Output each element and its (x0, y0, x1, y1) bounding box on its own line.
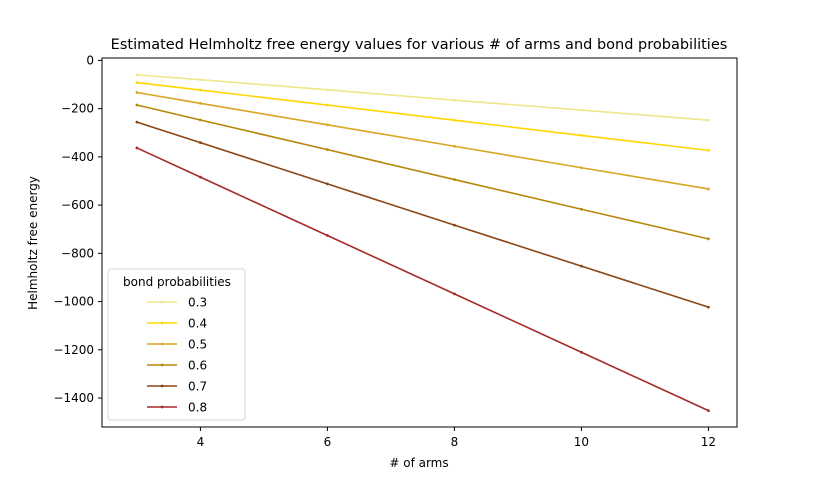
legend-marker-0.7 (160, 384, 164, 388)
y-tick-label--1200: −1200 (53, 343, 94, 357)
series-line-0.7 (136, 121, 709, 308)
y-tick-label--800: −800 (61, 246, 94, 260)
data-point-0.5-12 (707, 187, 710, 191)
legend-label-0.6: 0.6 (188, 359, 207, 373)
legend-entries: 0.3 0.4 0.5 0.6 0.7 0.8 (147, 296, 207, 415)
data-point-0.8-6 (326, 234, 329, 237)
data-point-0.5-4 (199, 101, 202, 105)
series-line-0.3 (136, 74, 709, 122)
data-point-0.7-4 (199, 141, 202, 145)
data-point-0.3-10 (580, 108, 583, 112)
data-point-0.5-10 (580, 166, 583, 170)
data-point-0.8-12 (707, 409, 710, 412)
data-point-0.4-10 (580, 134, 583, 137)
y-tick-label--200: −200 (61, 102, 94, 116)
y-tick-label--1400: −1400 (53, 391, 94, 405)
data-point-0.8-4 (199, 175, 202, 179)
legend-marker-0.8 (160, 405, 164, 409)
data-point-0.4-8 (453, 118, 456, 122)
data-point-0.7-8 (453, 223, 456, 227)
y-tick-label--400: −400 (61, 150, 94, 164)
chart-title: Estimated Helmholtz free energy values f… (111, 37, 728, 53)
data-point-0.4-6 (326, 103, 329, 107)
data-point-0.7-12 (707, 305, 710, 309)
legend-label-0.5: 0.5 (188, 338, 207, 352)
y-axis-label: Helmholtz free energy (26, 176, 40, 310)
series-line-0.8 (136, 147, 709, 412)
data-point-0.6-8 (453, 178, 456, 181)
legend-label-0.4: 0.4 (188, 317, 207, 331)
legend-label-0.3: 0.3 (188, 296, 207, 310)
legend-title: bond probabilities (123, 275, 231, 289)
data-point-0.5-6 (326, 123, 329, 127)
data-point-0.8-3 (135, 146, 139, 150)
x-tick-label-10: 10 (574, 435, 589, 449)
legend-marker-0.6 (160, 363, 164, 367)
data-point-0.6-12 (707, 237, 710, 241)
series-line-0.6 (136, 104, 709, 240)
y-tick-label-0: 0 (86, 53, 94, 67)
x-axis-label: # of arms (389, 456, 448, 470)
legend-marker-0.3 (160, 300, 164, 304)
data-point-0.7-10 (580, 264, 583, 268)
data-point-0.7-3 (135, 120, 139, 124)
x-tick-label-8: 8 (451, 435, 459, 449)
data-point-0.5-3 (135, 91, 139, 94)
legend: bond probabilities 0.3 0.4 0.5 0.6 0.7 0.8 (107, 268, 246, 421)
plot-frame (101, 57, 738, 428)
data-point-0.4-3 (135, 81, 139, 84)
data-point-0.8-8 (453, 292, 456, 296)
series-line-0.5 (136, 91, 709, 190)
data-point-0.3-6 (326, 88, 329, 92)
x-tick-label-6: 6 (324, 435, 332, 449)
data-point-0.4-4 (199, 88, 202, 92)
legend-label-0.7: 0.7 (188, 380, 207, 394)
lines-layer (135, 73, 710, 412)
axes-layer: 4 6 8 10 12 0 −200 −400 −600 −800 −1000 −1200 −1400 (53, 53, 738, 449)
data-point-0.8-10 (580, 350, 583, 354)
data-point-0.6-10 (580, 207, 583, 211)
data-point-0.3-4 (199, 78, 202, 82)
data-point-0.6-6 (326, 148, 329, 152)
data-point-0.3-8 (453, 98, 456, 102)
data-point-0.6-3 (135, 103, 139, 107)
legend-label-0.8: 0.8 (188, 401, 207, 415)
x-tick-label-12: 12 (701, 435, 716, 449)
legend-marker-0.5 (160, 342, 164, 346)
data-point-0.7-6 (326, 182, 329, 186)
data-point-0.4-12 (707, 148, 710, 152)
data-point-0.6-4 (199, 118, 202, 122)
x-tick-label-4: 4 (197, 435, 205, 449)
data-point-0.3-3 (135, 73, 139, 77)
legend-marker-0.4 (160, 321, 164, 325)
y-tick-label--600: −600 (61, 198, 94, 212)
data-point-0.3-12 (707, 118, 710, 122)
y-tick-label--1000: −1000 (53, 295, 94, 309)
series-line-0.4 (136, 81, 709, 152)
data-point-0.5-8 (453, 144, 456, 148)
